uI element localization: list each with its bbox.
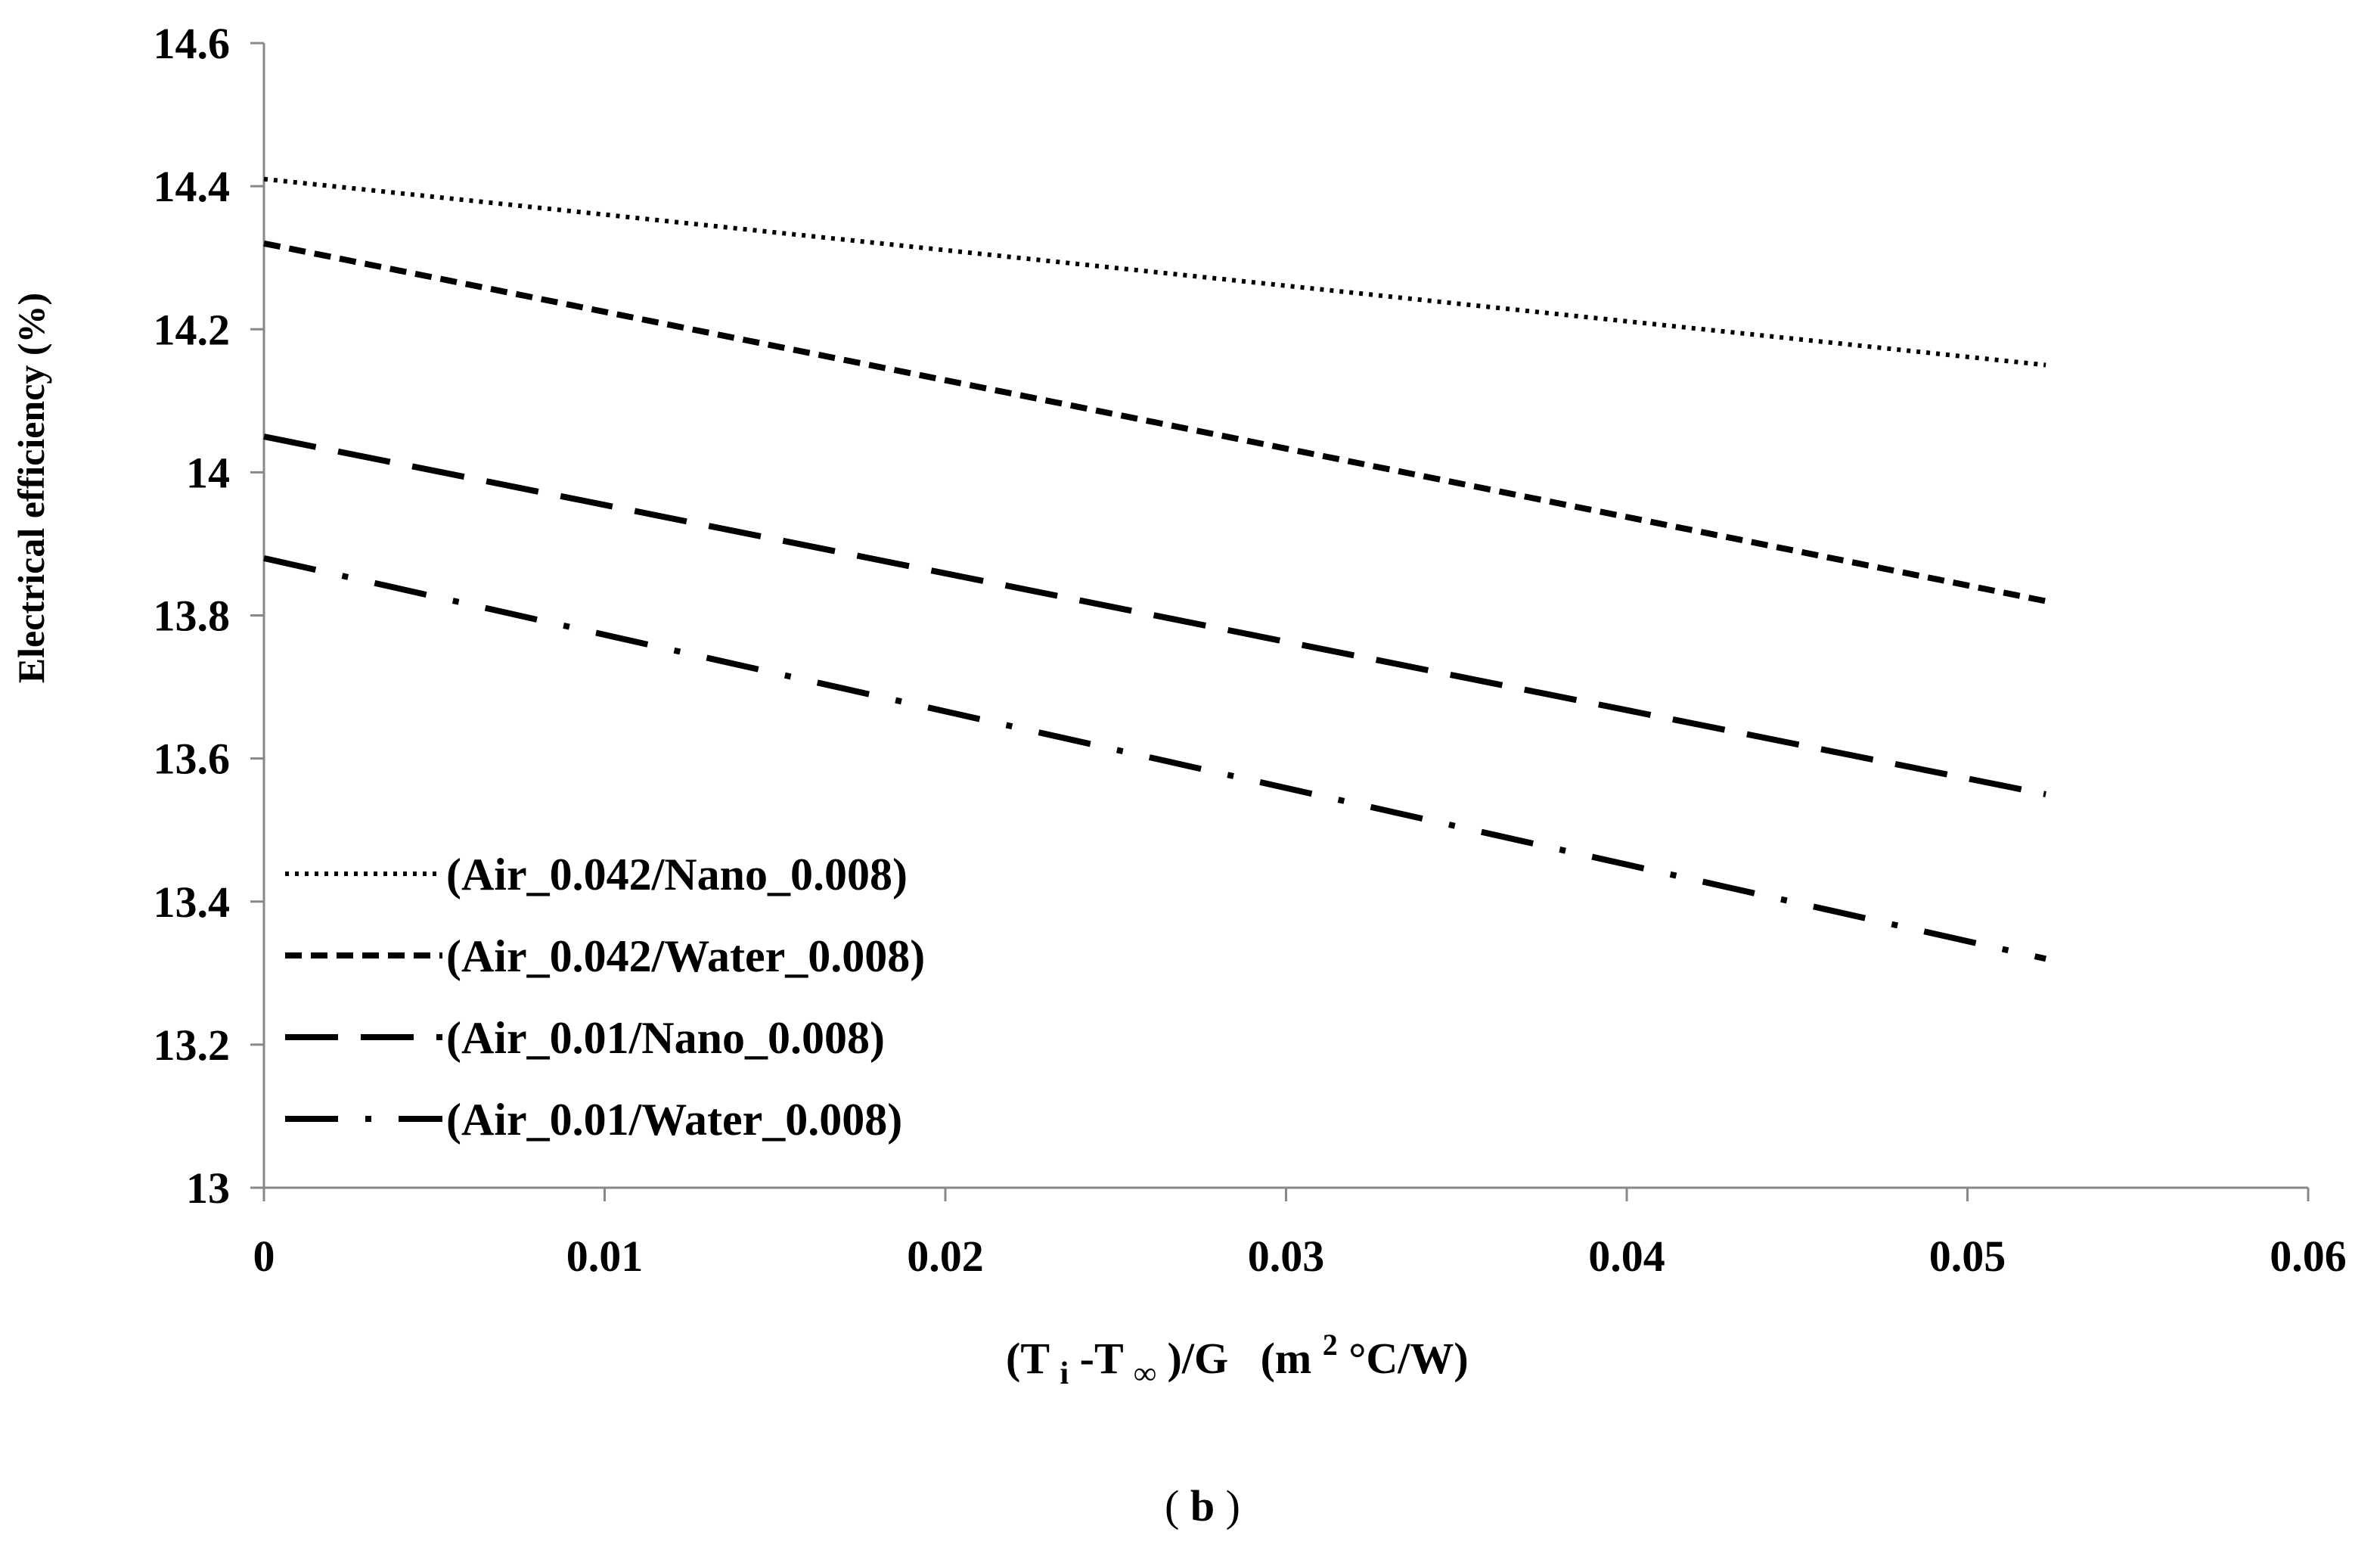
x-tick-label: 0.04 [1588, 1232, 1665, 1281]
x-axis-title-open: (T [1006, 1334, 1049, 1383]
x-tick-label: 0.02 [907, 1232, 984, 1281]
y-axis-title: Electrical efficiency (%) [10, 293, 52, 683]
x-tick-label: 0.06 [2270, 1232, 2347, 1281]
y-tick-label: 13 [186, 1164, 230, 1213]
x-axis-title-units-rest: °C/W) [1348, 1334, 1469, 1383]
series-line-4 [263, 555, 2046, 962]
series-line-3 [263, 433, 2046, 797]
x-tick-label: 0 [253, 1232, 275, 1281]
caption-letter: b [1190, 1481, 1215, 1530]
x-axis-title-sub-inf: ∞ [1134, 1356, 1156, 1391]
x-axis-title-units: (m [1261, 1334, 1312, 1383]
x-axis-title-exp: 2 [1323, 1328, 1338, 1362]
series-line-2 [263, 240, 2046, 604]
y-tick-label: 14.2 [154, 305, 231, 354]
y-tick-label: 13.4 [154, 878, 231, 927]
x-axis-title-sub-i: i [1060, 1356, 1069, 1391]
caption: ( b ) [1165, 1481, 1240, 1530]
legend: (Air_0.042/Nano_0.008) (Air_0.042/Water_0… [285, 850, 925, 1145]
x-tick-label: 0.03 [1248, 1232, 1325, 1281]
legend-label-1: (Air_0.042/Nano_0.008) [446, 850, 908, 899]
x-axis-title-minus: -T [1080, 1334, 1123, 1383]
y-tick-label: 13.8 [154, 592, 231, 641]
legend-label-3: (Air_0.01/Nano_0.008) [446, 1013, 885, 1063]
y-tick-label: 14 [186, 448, 230, 497]
x-tick-label: 0.05 [1929, 1232, 2006, 1281]
series-layer [263, 176, 2046, 962]
x-axis-title-over-g: )/G [1168, 1334, 1229, 1383]
y-tick-label: 13.2 [154, 1021, 231, 1070]
y-tick-label: 13.6 [154, 735, 231, 784]
caption-open: ( [1165, 1481, 1179, 1530]
axes: 13 13.2 13.4 13.6 13.8 14 14.2 14.4 14.6 0 0.01 0.0… [154, 19, 2347, 1281]
caption-close: ) [1226, 1481, 1240, 1530]
x-tick-label: 0.01 [566, 1232, 644, 1281]
y-tick-label: 14.4 [154, 162, 231, 211]
series-line-1 [263, 176, 2046, 368]
legend-label-4: (Air_0.01/Water_0.008) [446, 1095, 902, 1145]
legend-label-2: (Air_0.042/Water_0.008) [446, 931, 925, 981]
x-axis-title: (T i -T ∞ )/G (m 2 °C/W) [1006, 1316, 1469, 1393]
y-tick-label: 14.6 [154, 19, 231, 68]
